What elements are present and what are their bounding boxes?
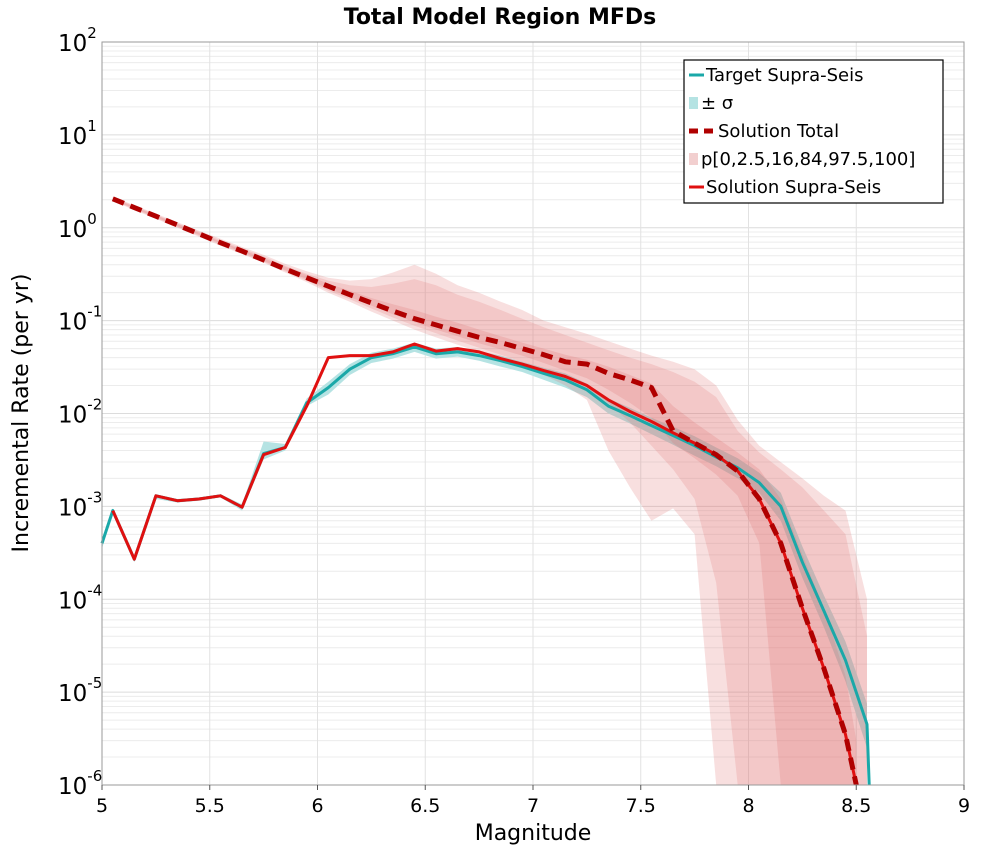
y-tick-label: 10-3 [58,488,102,521]
legend-box [683,59,944,204]
band-p-2-5-97-5- [112,197,868,785]
band-p-0-100- [112,196,868,785]
legend: Target Supra-Seis ± σ Solution Total p[0,2.… [683,59,944,204]
legend-label-solution-total: Solution Total [718,121,839,142]
x-axis-label: Magnitude [475,821,592,846]
x-tick-label: 6.5 [410,795,440,817]
x-tick-label: 5 [96,795,108,817]
y-tick-label: 101 [58,117,97,150]
legend-swatch-sigma [689,97,698,109]
series-solution-total [111,196,859,786]
y-axis-ticks: 102 101 100 10-1 10-2 10-3 10-4 10-5 10-6 [58,24,102,800]
legend-label-target-supra-seis: Target Supra-Seis [705,65,863,86]
series-solution-supra-seis [111,342,858,786]
legend-label-solution-supra-seis: Solution Supra-Seis [706,177,881,198]
band-- [102,342,867,748]
chart-title: Total Model Region MFDs [344,5,657,30]
legend-label-p-0-2-5-16-84-97-5-100: p[0,2.5,16,84,97.5,100] [701,149,915,170]
y-tick-label: 10-5 [58,674,102,707]
y-tick-label: 10-6 [58,767,102,800]
x-tick-label: 7.5 [626,795,656,817]
band-p-16-84- [112,198,857,785]
uncertainty-bands [102,196,868,785]
x-tick-label: 9 [958,795,970,817]
x-tick-label: 6 [311,795,323,817]
y-tick-label: 10-4 [58,581,102,614]
y-tick-label: 10-1 [58,303,102,336]
y-tick-label: 102 [58,24,97,57]
y-tick-label: 10-2 [58,396,102,429]
y-tick-label: 100 [58,210,97,243]
x-tick-label: 7 [527,795,539,817]
x-tick-label: 8.5 [841,795,871,817]
grid-lines [101,41,965,786]
x-tick-label: 5.5 [195,795,225,817]
y-axis-label: Incremental Rate (per yr) [9,274,34,553]
legend-swatch-p-0-2-5-16-84-97-5-100 [689,153,698,165]
x-axis-ticks: 5 5.5 6 6.5 7 7.5 8 8.5 9 [96,785,970,817]
legend-label-sigma: ± σ [701,93,733,114]
x-tick-label: 8 [742,795,754,817]
series-lines [100,196,871,786]
